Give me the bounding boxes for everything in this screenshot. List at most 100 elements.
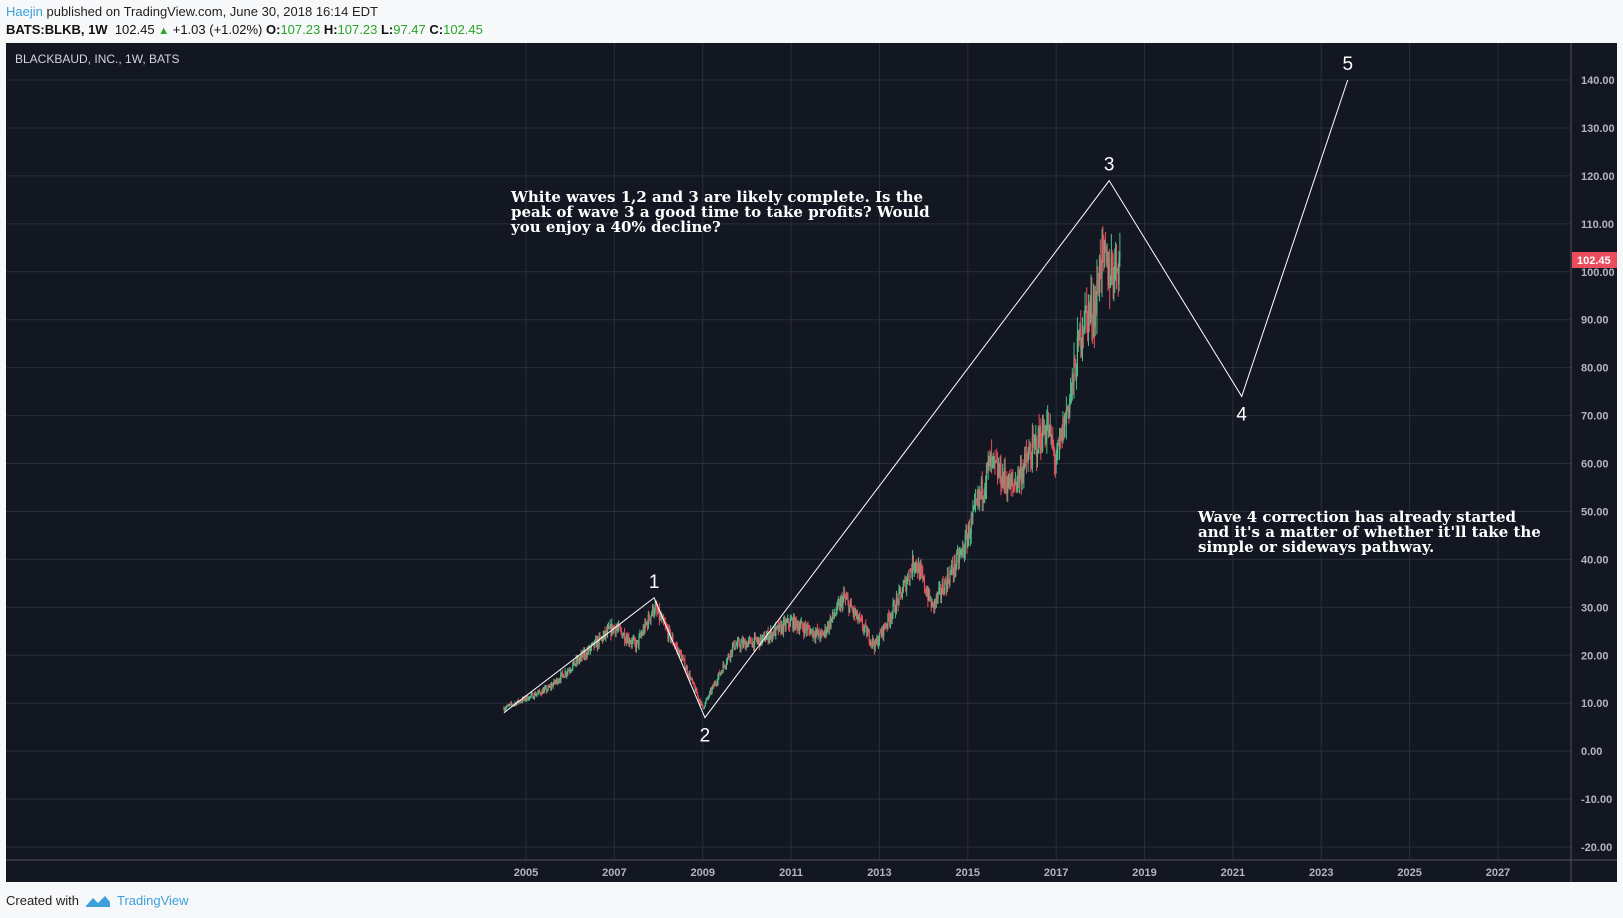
candle-body <box>578 659 581 662</box>
candle-body <box>616 628 618 630</box>
y-tick-label: 80.00 <box>1581 363 1609 375</box>
candle-body <box>854 608 856 615</box>
candle-body <box>708 696 710 698</box>
candle-body <box>962 548 965 555</box>
candle-body <box>973 501 976 507</box>
tradingview-link[interactable]: TradingView <box>116 893 189 908</box>
x-tick-label: 2025 <box>1397 867 1421 879</box>
candle-body <box>975 499 977 501</box>
candle-body <box>902 585 904 593</box>
y-tick-label: 100.00 <box>1581 267 1615 279</box>
candle-body <box>979 491 981 500</box>
candle-body <box>844 597 847 599</box>
candle-body <box>692 682 694 684</box>
candle-body <box>830 619 832 627</box>
candle-body <box>516 702 518 705</box>
candle-body <box>595 639 597 641</box>
candle-body <box>808 627 810 630</box>
candle-body <box>592 641 594 644</box>
candle-body <box>728 654 730 657</box>
candle-body <box>1092 304 1095 326</box>
candle-body <box>815 632 817 638</box>
candle-body <box>983 496 985 498</box>
candle-body <box>1025 453 1028 461</box>
candle-body <box>952 571 954 575</box>
candle-body <box>1018 470 1020 482</box>
author-link[interactable]: Haejin <box>6 4 43 19</box>
candle-body <box>739 645 741 649</box>
candle-body <box>504 708 506 711</box>
candle-body <box>795 617 797 623</box>
candle-body <box>1045 439 1047 441</box>
candle-body <box>503 708 505 711</box>
candle-body <box>1035 438 1037 440</box>
candle-body <box>1080 324 1082 350</box>
candle-body <box>621 631 623 638</box>
candle-body <box>1106 252 1108 264</box>
candle-body <box>821 632 824 634</box>
candle-body <box>1055 463 1057 465</box>
candle-body <box>929 599 932 601</box>
candle-body <box>563 676 565 678</box>
candle-body <box>667 629 669 638</box>
candle-body <box>1049 425 1051 427</box>
candle-body <box>1064 414 1066 438</box>
candle-body <box>862 628 864 631</box>
candle-body <box>670 639 672 641</box>
price-chart[interactable]: 140.00130.00120.00110.00100.0090.0080.00… <box>6 43 1617 882</box>
candle-body <box>518 701 520 703</box>
candle-body <box>604 631 606 637</box>
candle-body <box>946 574 949 589</box>
candle-body <box>627 636 629 644</box>
candle-body <box>613 626 615 628</box>
candle-body <box>680 653 683 661</box>
candle-body <box>957 552 959 554</box>
candle-body <box>742 641 745 646</box>
candle-body <box>1115 245 1117 263</box>
candle-body <box>1111 257 1113 269</box>
candle-body <box>607 627 610 629</box>
candle-body <box>837 603 839 605</box>
candle-body <box>1036 438 1038 458</box>
candle-body <box>934 600 937 603</box>
candle-body <box>1011 480 1013 484</box>
candle-body <box>893 602 895 604</box>
candle-body <box>562 674 564 678</box>
candle-body <box>994 456 996 462</box>
candle-body <box>964 535 966 554</box>
candle-body <box>726 657 728 663</box>
candle-body <box>700 702 702 705</box>
candle-body <box>892 603 894 613</box>
candle-body <box>1058 437 1061 445</box>
candle-body <box>911 557 914 574</box>
candle-body <box>533 693 536 698</box>
candle-body <box>907 575 909 581</box>
created-with-text: Created with <box>6 893 79 908</box>
y-tick-label: 60.00 <box>1581 459 1609 471</box>
candle-body <box>640 634 643 636</box>
candle-body <box>697 695 700 700</box>
candle-body <box>749 638 751 640</box>
y-tick-label: 110.00 <box>1581 219 1614 231</box>
candle-body <box>1042 422 1045 435</box>
candle-body <box>572 664 574 670</box>
candle-body <box>840 598 842 601</box>
candle-body <box>814 635 816 638</box>
candle-body <box>815 629 818 633</box>
candle-body <box>1012 480 1014 485</box>
candle-body <box>709 689 711 693</box>
candle-body <box>1069 398 1071 414</box>
candle-body <box>821 631 823 633</box>
candle-body <box>938 587 940 593</box>
open-value: 107.23 <box>280 22 321 37</box>
candle-body <box>505 706 508 709</box>
candle-body <box>753 641 755 648</box>
candle-body <box>896 597 898 600</box>
symbol-info: BATS:BLKB, 1W 102.45 ▲ +1.03 (+1.02%) O:… <box>6 22 483 37</box>
y-tick-label: 70.00 <box>1581 411 1609 423</box>
candle-body <box>841 598 843 608</box>
candle-body <box>717 676 719 683</box>
candle-body <box>1097 280 1099 289</box>
candle-body <box>1090 294 1092 308</box>
candle-body <box>990 453 992 467</box>
